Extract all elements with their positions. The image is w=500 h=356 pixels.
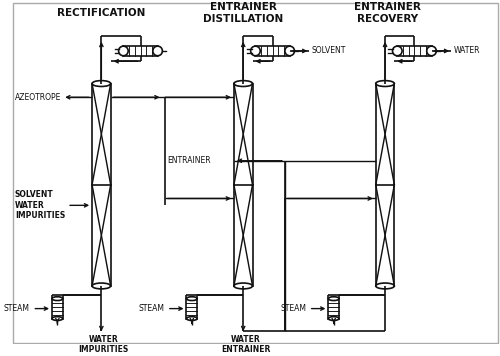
Text: ENTRAINER
RECOVERY: ENTRAINER RECOVERY [354, 2, 421, 24]
Text: ENTRAINER: ENTRAINER [168, 156, 211, 165]
Ellipse shape [52, 297, 62, 300]
Ellipse shape [376, 283, 394, 289]
Bar [186, 299, 197, 319]
Bar [52, 299, 62, 319]
Ellipse shape [285, 46, 294, 56]
Bar [124, 46, 158, 56]
Bar [256, 46, 290, 56]
Text: WATER: WATER [454, 46, 480, 56]
Text: STEAM: STEAM [138, 304, 164, 313]
Bar [92, 84, 110, 286]
Text: WATER
IMPURITIES: WATER IMPURITIES [78, 335, 129, 354]
Ellipse shape [52, 316, 62, 320]
Text: STEAM: STEAM [280, 304, 306, 313]
Ellipse shape [234, 80, 252, 87]
Bar [398, 46, 432, 56]
Text: WATER
ENTRAINER: WATER ENTRAINER [221, 335, 270, 354]
Text: AZEOTROPE: AZEOTROPE [15, 93, 61, 102]
Ellipse shape [250, 46, 260, 56]
Ellipse shape [186, 297, 197, 300]
Ellipse shape [328, 316, 339, 320]
Ellipse shape [92, 283, 110, 289]
Text: STEAM: STEAM [4, 304, 30, 313]
Text: ENTRAINER
DISTILLATION: ENTRAINER DISTILLATION [203, 2, 283, 24]
Bar [328, 299, 339, 319]
Ellipse shape [153, 46, 162, 56]
Text: RECTIFICATION: RECTIFICATION [57, 8, 146, 18]
Text: SOLVENT: SOLVENT [312, 46, 346, 56]
Ellipse shape [392, 46, 402, 56]
Ellipse shape [376, 80, 394, 87]
Ellipse shape [426, 46, 436, 56]
Text: SOLVENT
WATER
IMPURITIES: SOLVENT WATER IMPURITIES [15, 190, 65, 220]
Bar [234, 84, 252, 286]
Ellipse shape [118, 46, 128, 56]
Ellipse shape [328, 297, 339, 300]
Ellipse shape [92, 80, 110, 87]
Ellipse shape [186, 316, 197, 320]
Ellipse shape [234, 283, 252, 289]
Bar [376, 84, 394, 286]
